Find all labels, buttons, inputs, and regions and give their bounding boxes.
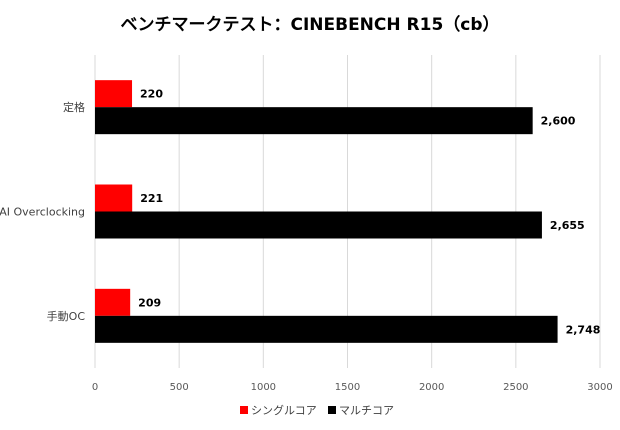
bar-single-core [95,80,133,108]
data-label: 2,655 [550,219,585,232]
x-tick-label: 500 [170,382,189,393]
x-tick-label: 2500 [503,382,528,393]
bar-single-core [95,184,133,212]
bar-multi-core [95,211,542,239]
bars: 220 2,600 221 2,655 209 2,748 [95,80,600,343]
x-axis-ticks: 0 500 1000 1500 2000 2500 3000 [92,382,613,393]
legend: シングルコア マルチコア [240,403,394,417]
data-label: 209 [138,296,161,309]
x-tick-label: 1000 [251,382,276,393]
data-label: 2,600 [541,115,576,128]
legend-swatch [240,406,248,414]
category-label: 定格 [63,100,85,114]
data-label: 220 [140,88,163,101]
x-tick-label: 2000 [419,382,444,393]
x-tick-label: 0 [92,382,98,393]
data-label: 221 [140,192,163,205]
legend-label: シングルコア [251,403,317,417]
x-tick-label: 1500 [335,382,360,393]
x-tick-label: 3000 [587,382,612,393]
bar-multi-core [95,315,558,343]
legend-swatch [328,406,336,414]
bar-single-core [95,288,131,316]
category-label: AI Overclocking [0,206,85,219]
data-label: 2,748 [566,323,601,336]
legend-label: マルチコア [339,404,394,417]
chart-title: ベンチマークテスト：CINEBENCH R15（cb） [120,14,499,35]
bar-multi-core [95,107,533,135]
category-labels: 定格 AI Overclocking 手動OC [0,100,85,323]
category-label: 手動OC [47,309,86,323]
